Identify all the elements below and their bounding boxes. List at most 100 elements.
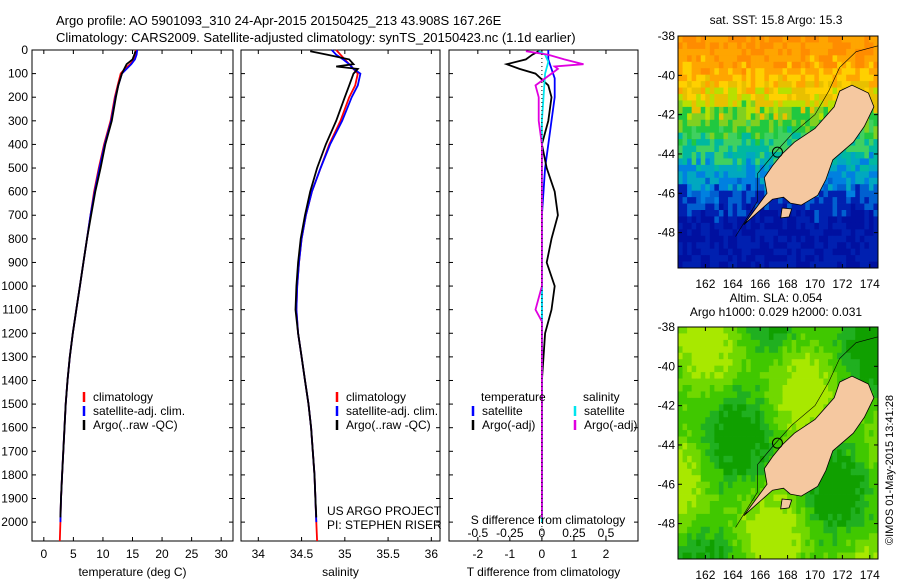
map-cell — [873, 327, 879, 334]
map-cell — [687, 488, 693, 495]
map-cell — [768, 119, 774, 127]
map-cell — [682, 533, 688, 541]
map-cell — [718, 87, 724, 95]
map-cell — [750, 255, 756, 262]
map-cell — [737, 152, 743, 159]
map-cell — [805, 94, 811, 101]
map-cell — [850, 203, 856, 211]
map-cell — [787, 404, 793, 412]
map-cell — [691, 378, 697, 386]
map-cell — [814, 55, 820, 63]
map-cell — [787, 126, 793, 134]
map-cell — [682, 94, 688, 101]
map-cell — [823, 177, 829, 185]
map-cell — [805, 385, 811, 392]
map-cell — [746, 242, 752, 250]
map-cell — [687, 55, 693, 63]
map-cell — [764, 42, 770, 50]
map-cell — [696, 488, 702, 495]
map-cell — [841, 55, 847, 63]
map-cell — [768, 372, 774, 379]
map-cell — [841, 152, 847, 159]
map-cell — [768, 132, 774, 140]
map-cell — [764, 501, 770, 508]
map-cell — [850, 546, 856, 553]
map-cell — [782, 119, 788, 127]
map-cell — [818, 526, 824, 534]
map-cell — [832, 36, 838, 43]
map-cell — [768, 36, 774, 43]
map-cell — [718, 488, 724, 495]
map-cell — [737, 552, 743, 560]
map-cell — [718, 222, 724, 230]
map-cell — [687, 430, 693, 437]
map-cell — [746, 164, 752, 172]
map-cell — [814, 248, 820, 256]
map-cell — [732, 197, 738, 204]
map-cell — [868, 81, 874, 88]
map-cell — [873, 352, 879, 360]
map-cell — [678, 436, 683, 444]
map-cell — [732, 378, 738, 386]
map-cell — [755, 113, 761, 121]
map-cell — [723, 197, 729, 204]
map-cell — [705, 255, 711, 262]
map-cell — [787, 36, 793, 43]
map-cell — [700, 113, 706, 121]
map-cell — [791, 210, 797, 217]
map-cell — [741, 430, 747, 437]
map-cell — [682, 526, 688, 534]
map-cell — [750, 352, 756, 360]
map-cell — [828, 475, 833, 483]
map-cell — [778, 229, 783, 237]
map-cell — [746, 468, 752, 476]
map-cell — [714, 210, 720, 217]
map-cell — [778, 216, 783, 224]
map-cell — [782, 430, 788, 437]
map-cell — [868, 94, 874, 101]
map-cell — [732, 229, 738, 237]
map-cell — [837, 210, 843, 217]
map-cell — [714, 507, 720, 515]
map-cell — [782, 352, 788, 360]
map-cell — [805, 552, 811, 560]
map-cell — [832, 203, 838, 211]
map-cell — [850, 255, 856, 262]
map-cell — [750, 397, 756, 405]
map-cell — [828, 229, 833, 237]
map-cell — [800, 100, 806, 108]
map-cell — [678, 74, 683, 82]
map-cell — [837, 365, 843, 373]
map-cell — [832, 533, 838, 541]
map-cell — [764, 132, 770, 140]
map-cell — [682, 152, 688, 159]
x-tick-label: 35 — [338, 547, 352, 561]
map-cell — [714, 391, 720, 399]
map-cell — [705, 158, 711, 166]
map-cell — [791, 378, 797, 386]
map-cell — [773, 197, 779, 204]
map-cell — [809, 74, 815, 82]
map-cell — [818, 352, 824, 360]
map-cell — [791, 68, 797, 76]
map-cell — [800, 513, 806, 521]
map-cell — [859, 261, 865, 269]
map-cell — [746, 42, 752, 50]
map-cell — [696, 346, 702, 354]
map-cell — [818, 533, 824, 541]
map-cell — [850, 55, 856, 63]
map-cell — [718, 190, 724, 198]
map-cell — [700, 359, 706, 367]
map-cell — [755, 417, 761, 425]
map-cell — [750, 216, 756, 224]
map-cell — [678, 203, 683, 211]
map-cell — [823, 203, 829, 211]
map-cell — [755, 526, 761, 534]
map-cell — [873, 475, 879, 483]
map-cell — [809, 42, 815, 50]
map-cell — [837, 481, 843, 489]
map-cell — [841, 546, 847, 553]
map-cell — [841, 184, 847, 192]
map-cell — [759, 216, 765, 224]
map-cell — [873, 87, 879, 95]
